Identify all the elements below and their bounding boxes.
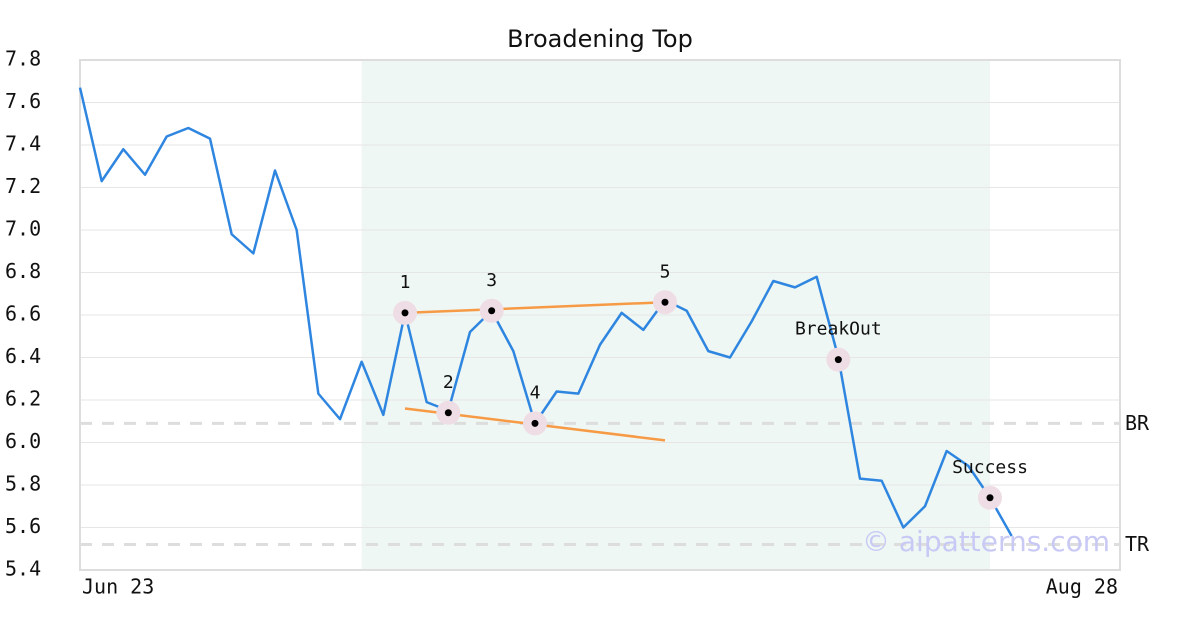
y-tick-label: 6.0	[5, 429, 41, 453]
annotation-dot	[834, 356, 842, 364]
annotation-dot	[986, 494, 994, 502]
chart-title: Broadening Top	[507, 25, 693, 53]
annotation-label: Success	[952, 457, 1028, 478]
annotation-label: 5	[660, 261, 671, 282]
annotation-dot	[444, 409, 452, 417]
annotation-dot	[488, 307, 496, 315]
y-tick-label: 7.8	[5, 47, 41, 71]
annotation-label: BreakOut	[795, 319, 882, 340]
y-tick-label: 6.6	[5, 302, 41, 326]
y-tick-label: 6.4	[5, 344, 41, 368]
price-line	[78, 87, 1013, 537]
y-tick-label: 7.6	[5, 89, 41, 113]
annotation-dot	[531, 419, 539, 427]
annotation-label: 2	[443, 372, 454, 393]
annotation-label: 3	[486, 270, 497, 291]
reference-label: TR	[1125, 532, 1150, 556]
y-tick-label: 5.8	[5, 472, 41, 496]
x-tick-label: Aug 28	[1046, 575, 1118, 599]
y-tick-label: 5.4	[5, 557, 41, 581]
y-tick-label: 7.4	[5, 132, 41, 156]
y-tick-label: 5.6	[5, 514, 41, 538]
trend-line	[404, 301, 666, 315]
y-tick-label: 6.8	[5, 259, 41, 283]
annotation-dot	[661, 298, 669, 306]
x-tick-label: Jun 23	[82, 575, 154, 599]
watermark: © aipatterns.com	[862, 525, 1110, 558]
annotation-dot	[401, 309, 409, 317]
y-tick-label: 7.0	[5, 217, 41, 241]
y-tick-label: 6.2	[5, 387, 41, 411]
plot-frame	[79, 59, 1121, 571]
y-tick-label: 7.2	[5, 174, 41, 198]
annotation-label: 1	[400, 272, 411, 293]
reference-label: BR	[1125, 411, 1150, 435]
annotation-label: 4	[530, 382, 541, 403]
